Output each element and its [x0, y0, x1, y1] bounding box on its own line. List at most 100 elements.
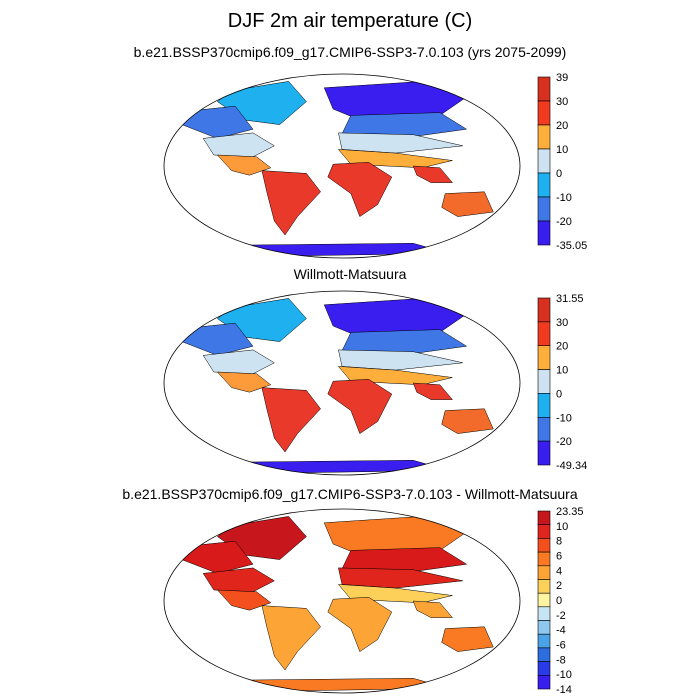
colorbar-3-swatch-6 [537, 579, 551, 594]
colorbar-3-label-11: -8 [556, 654, 566, 666]
map-region-1-12 [441, 191, 494, 217]
map-region-3-10 [327, 597, 393, 652]
colorbar-3-label-13: -14 [556, 684, 572, 696]
colorbar-3-label-8: -2 [556, 610, 566, 622]
colorbar-1-swatch-1 [537, 76, 551, 102]
map-region-3-7 [341, 547, 468, 572]
colorbar-2-label-6: -10 [556, 412, 572, 424]
colorbar-3-label-2: 10 [556, 521, 568, 533]
map-border-3 [163, 508, 521, 694]
map-region-2-11 [412, 382, 453, 400]
colorbar-2-swatch-7 [537, 440, 551, 466]
map-region-2-5 [261, 387, 321, 453]
colorbar-2-swatch-2 [537, 321, 551, 347]
map-panel-2 [163, 290, 521, 476]
colorbar-2-label-1: 31.55 [556, 293, 584, 305]
panel-2-title: Willmott-Matsuura [293, 266, 407, 282]
colorbar-1: 39 30 20 10 0 -10 -20 -35.05 [537, 72, 587, 252]
map-region-3-8 [338, 567, 464, 589]
colorbar-3-label-10: -6 [556, 640, 566, 652]
map-region-2-13 [244, 460, 449, 474]
map-region-2-3 [202, 349, 275, 375]
map-region-1-13 [244, 243, 449, 257]
colorbar-1-swatch-6 [537, 196, 551, 222]
colorbar-3-label-9: -4 [556, 625, 566, 637]
colorbar-2-swatch-4 [537, 369, 551, 394]
colorbar-3-swatch-10 [537, 633, 551, 649]
colorbar-3-swatch-4 [537, 551, 551, 567]
colorbar-3-swatch-11 [537, 647, 551, 662]
colorbar-2-label-3: 20 [556, 341, 568, 353]
map-region-1-10 [327, 162, 393, 217]
panel-1-title: b.e21.BSSP370cmip6.f09_g17.CMIP6-SSP3-7.… [133, 44, 567, 60]
colorbar-2-swatch-1 [537, 297, 551, 323]
map-region-1-7 [341, 112, 468, 137]
map-region-1-4 [216, 154, 272, 176]
map-panel-3 [163, 508, 521, 694]
colorbar-1-swatch-5 [537, 172, 551, 198]
map-region-1-8 [338, 132, 464, 154]
colorbar-1-label-5: 0 [556, 168, 562, 180]
map-border-1 [163, 73, 521, 259]
colorbar-3-swatch-7 [537, 592, 551, 608]
colorbar-1-label-7: -20 [556, 216, 572, 228]
panel-3-title: b.e21.BSSP370cmip6.f09_g17.CMIP6-SSP3-7.… [122, 486, 578, 502]
colorbar-1-swatch-7 [537, 220, 551, 246]
map-region-2-10 [327, 379, 393, 434]
map-land-1 [181, 81, 494, 257]
colorbar-3-swatch-8 [537, 606, 551, 621]
colorbar-2-label-4: 10 [556, 365, 568, 377]
colorbar-1-swatch-4 [537, 148, 551, 174]
colorbar-3-label-5: 4 [556, 565, 562, 577]
colorbar-3-swatch-1 [537, 510, 551, 525]
colorbar-3-label-12: -10 [556, 669, 572, 681]
map-panel-1 [163, 73, 521, 259]
colorbar-1-label-8: -35.05 [556, 240, 587, 252]
map-region-2-12 [441, 408, 494, 434]
colorbar-3-swatch-12 [537, 661, 551, 676]
colorbar-3-swatch-5 [537, 565, 551, 580]
colorbar-1-label-2: 30 [556, 96, 568, 108]
map-land-3 [181, 516, 494, 692]
map-region-3-5 [261, 605, 321, 671]
colorbar-2-label-5: 0 [556, 388, 562, 400]
map-land-2 [181, 298, 494, 474]
map-region-3-12 [441, 626, 494, 652]
map-region-2-8 [338, 349, 464, 371]
map-region-3-13 [244, 678, 449, 692]
colorbar-2-swatch-3 [537, 345, 551, 370]
colorbar-1-label-1: 39 [556, 72, 568, 84]
colorbar-3-label-7: 0 [556, 595, 562, 607]
colorbar-3-swatch-13 [537, 674, 551, 690]
colorbar-3-swatch-9 [537, 620, 551, 635]
colorbar-3-swatch-2 [537, 524, 551, 539]
colorbar-2-label-8: -49.34 [556, 460, 587, 472]
colorbar-2-label-2: 30 [556, 317, 568, 329]
colorbar-1-swatch-3 [537, 124, 551, 150]
map-region-1-3 [202, 132, 275, 158]
colorbar-3-label-3: 8 [556, 536, 562, 548]
colorbar-3-label-1: 23.35 [556, 506, 584, 518]
map-region-1-5 [261, 170, 321, 236]
colorbar-3-swatch-3 [537, 538, 551, 553]
figure-title: DJF 2m air temperature (C) [227, 10, 473, 32]
colorbar-2: 31.55 30 20 10 0 -10 -20 -49.34 [537, 293, 587, 472]
colorbar-1-label-4: 10 [556, 144, 568, 156]
colorbar-1-label-3: 20 [556, 120, 568, 132]
colorbar-2-swatch-5 [537, 393, 551, 418]
colorbar-3-label-6: 2 [556, 580, 562, 592]
map-region-3-4 [216, 589, 272, 611]
map-region-2-7 [341, 329, 468, 354]
colorbar-2-label-7: -20 [556, 436, 572, 448]
map-region-3-3 [202, 567, 275, 593]
colorbar-1-swatch-2 [537, 100, 551, 126]
map-region-3-11 [412, 600, 453, 618]
colorbar-2-swatch-6 [537, 416, 551, 442]
colorbar-1-label-6: -10 [556, 192, 572, 204]
colorbar-3: 23.35 10 8 6 4 2 0 -2 -4 -6 -8 -10 -14 [537, 506, 584, 696]
map-region-1-11 [412, 165, 453, 183]
map-region-2-4 [216, 371, 272, 393]
map-border-2 [163, 290, 521, 476]
colorbar-3-label-4: 6 [556, 551, 562, 563]
